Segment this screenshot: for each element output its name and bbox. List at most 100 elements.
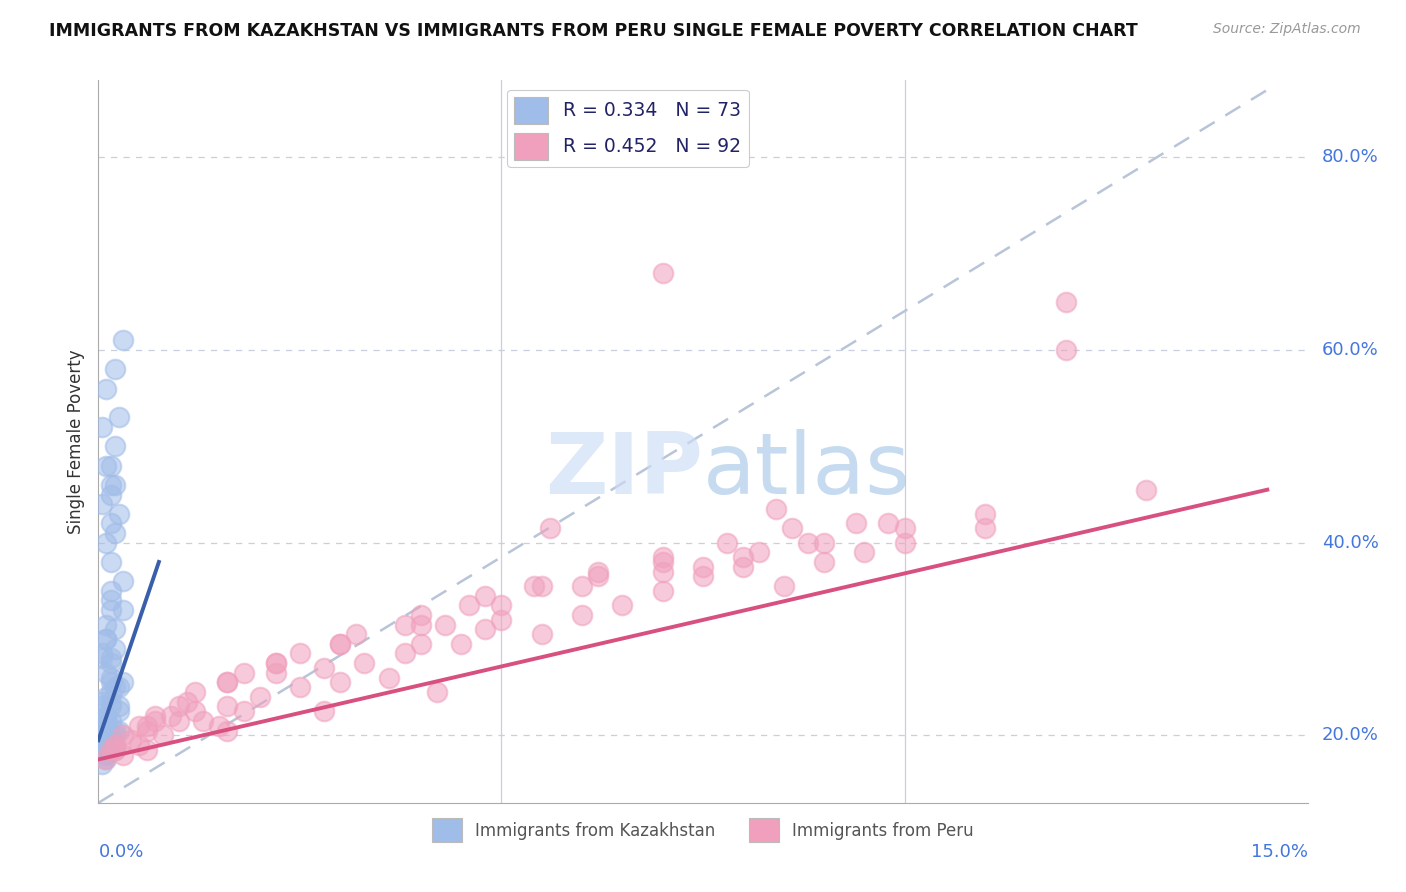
- Point: [96, 535, 118, 549]
- Point: [193, 714, 215, 728]
- Point: [91, 497, 114, 511]
- Point: [135, 743, 157, 757]
- Point: [91, 738, 114, 752]
- Point: [128, 719, 150, 733]
- Point: [100, 733, 122, 747]
- Point: [893, 521, 915, 535]
- Point: [100, 478, 122, 492]
- Point: [96, 719, 118, 733]
- Text: IMMIGRANTS FROM KAZAKHSTAN VS IMMIGRANTS FROM PERU SINGLE FEMALE POVERTY CORRELA: IMMIGRANTS FROM KAZAKHSTAN VS IMMIGRANTS…: [49, 22, 1137, 40]
- Point: [530, 627, 553, 641]
- Point: [474, 589, 496, 603]
- Point: [103, 728, 125, 742]
- Point: [612, 599, 634, 613]
- Point: [249, 690, 271, 704]
- Point: [120, 733, 142, 747]
- Point: [91, 647, 114, 661]
- Point: [100, 695, 122, 709]
- Point: [651, 266, 673, 280]
- Point: [96, 719, 118, 733]
- Point: [103, 439, 125, 453]
- Point: [96, 382, 118, 396]
- Point: [100, 516, 122, 531]
- Point: [853, 545, 876, 559]
- Point: [96, 690, 118, 704]
- Point: [893, 535, 915, 549]
- Text: ZIP: ZIP: [546, 429, 703, 512]
- Point: [100, 656, 122, 670]
- Point: [450, 637, 472, 651]
- Point: [103, 723, 125, 738]
- Point: [96, 738, 118, 752]
- Point: [434, 617, 457, 632]
- Point: [111, 574, 134, 589]
- Y-axis label: Single Female Poverty: Single Female Poverty: [66, 350, 84, 533]
- Point: [100, 458, 122, 473]
- Text: Source: ZipAtlas.com: Source: ZipAtlas.com: [1213, 22, 1361, 37]
- Point: [152, 728, 174, 742]
- Point: [100, 603, 122, 617]
- Point: [314, 704, 336, 718]
- Point: [103, 680, 125, 694]
- Point: [96, 458, 118, 473]
- Point: [264, 656, 287, 670]
- Point: [877, 516, 900, 531]
- Point: [103, 743, 125, 757]
- Point: [100, 728, 122, 742]
- Point: [91, 420, 114, 434]
- Point: [135, 723, 157, 738]
- Point: [107, 680, 129, 694]
- Point: [409, 637, 432, 651]
- Point: [96, 747, 118, 762]
- Point: [530, 579, 553, 593]
- Point: [974, 521, 997, 535]
- Point: [135, 719, 157, 733]
- Text: 40.0%: 40.0%: [1322, 533, 1379, 551]
- Point: [765, 502, 787, 516]
- Point: [103, 526, 125, 541]
- Point: [571, 607, 593, 622]
- Point: [344, 627, 367, 641]
- Point: [100, 487, 122, 501]
- Point: [167, 699, 190, 714]
- Point: [96, 617, 118, 632]
- Point: [491, 599, 513, 613]
- Point: [208, 719, 231, 733]
- Point: [100, 593, 122, 607]
- Point: [184, 704, 207, 718]
- Text: atlas: atlas: [703, 429, 911, 512]
- Point: [571, 579, 593, 593]
- Point: [232, 704, 254, 718]
- Point: [1054, 343, 1077, 357]
- Text: 60.0%: 60.0%: [1322, 341, 1379, 359]
- Point: [103, 738, 125, 752]
- Point: [232, 665, 254, 680]
- Point: [103, 738, 125, 752]
- Point: [217, 699, 239, 714]
- Point: [813, 535, 835, 549]
- Point: [217, 723, 239, 738]
- Point: [96, 714, 118, 728]
- Point: [100, 699, 122, 714]
- Point: [748, 545, 770, 559]
- Point: [733, 559, 755, 574]
- Point: [111, 747, 134, 762]
- Point: [813, 555, 835, 569]
- Legend: Immigrants from Kazakhstan, Immigrants from Peru: Immigrants from Kazakhstan, Immigrants f…: [426, 812, 980, 848]
- Point: [91, 719, 114, 733]
- Point: [111, 603, 134, 617]
- Point: [264, 656, 287, 670]
- Point: [100, 671, 122, 685]
- Point: [733, 550, 755, 565]
- Point: [111, 675, 134, 690]
- Point: [107, 699, 129, 714]
- Point: [96, 743, 118, 757]
- Point: [91, 733, 114, 747]
- Point: [91, 738, 114, 752]
- Point: [103, 478, 125, 492]
- Point: [103, 623, 125, 637]
- Point: [100, 738, 122, 752]
- Point: [329, 675, 352, 690]
- Point: [100, 685, 122, 699]
- Point: [107, 723, 129, 738]
